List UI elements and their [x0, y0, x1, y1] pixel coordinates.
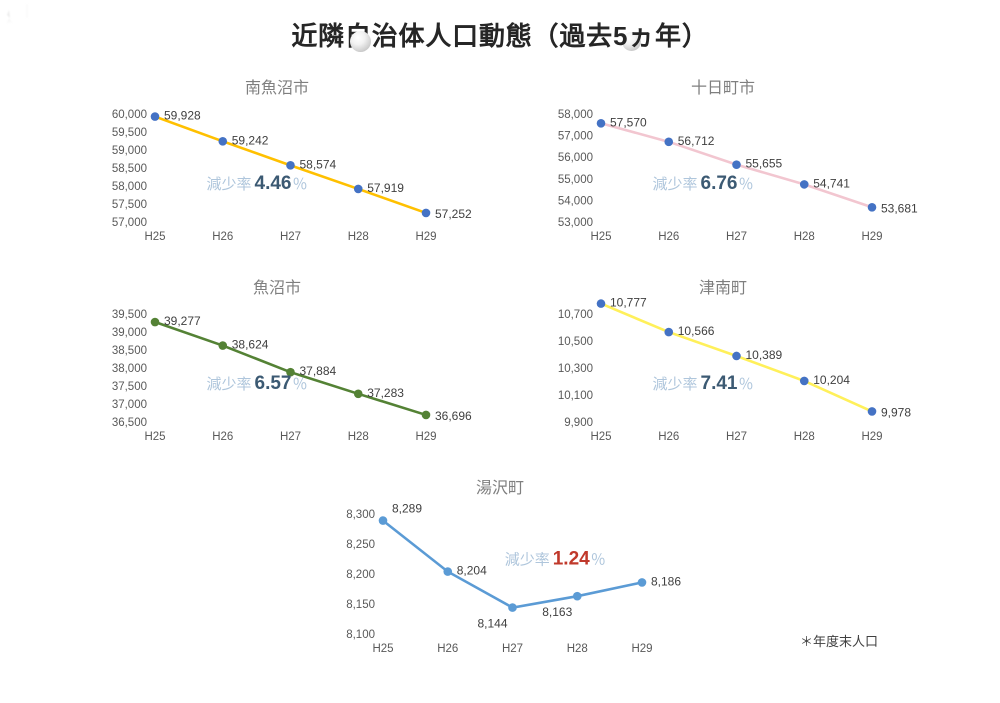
svg-text:59,000: 59,000 — [112, 145, 147, 157]
svg-text:10,389: 10,389 — [746, 348, 783, 362]
svg-text:54,741: 54,741 — [813, 176, 850, 190]
svg-text:39,500: 39,500 — [112, 309, 147, 321]
svg-text:38,500: 38,500 — [112, 345, 147, 357]
svg-text:56,000: 56,000 — [558, 152, 593, 164]
svg-text:37,000: 37,000 — [112, 399, 147, 411]
svg-text:57,252: 57,252 — [435, 207, 472, 221]
svg-text:59,928: 59,928 — [164, 109, 201, 123]
svg-text:8,186: 8,186 — [651, 574, 681, 588]
svg-text:H26: H26 — [658, 431, 679, 443]
svg-text:H25: H25 — [590, 231, 611, 243]
svg-text:H29: H29 — [631, 643, 652, 655]
svg-text:53,681: 53,681 — [881, 201, 918, 215]
svg-text:H29: H29 — [861, 431, 882, 443]
svg-text:8,200: 8,200 — [346, 569, 375, 581]
svg-text:8,204: 8,204 — [457, 564, 487, 578]
svg-text:57,000: 57,000 — [112, 217, 147, 229]
svg-text:10,204: 10,204 — [813, 373, 850, 387]
svg-text:58,574: 58,574 — [300, 157, 337, 171]
svg-text:10,700: 10,700 — [558, 309, 593, 321]
svg-text:37,283: 37,283 — [367, 386, 404, 400]
svg-text:36,696: 36,696 — [435, 409, 472, 423]
svg-text:10,300: 10,300 — [558, 363, 593, 375]
svg-text:H26: H26 — [658, 231, 679, 243]
svg-text:57,570: 57,570 — [610, 115, 647, 129]
svg-text:H26: H26 — [212, 431, 233, 443]
svg-text:9,900: 9,900 — [564, 417, 593, 429]
svg-text:H26: H26 — [437, 643, 458, 655]
svg-text:H29: H29 — [415, 431, 436, 443]
svg-text:H25: H25 — [144, 231, 165, 243]
svg-text:59,500: 59,500 — [112, 127, 147, 139]
svg-text:8,250: 8,250 — [346, 539, 375, 551]
svg-text:H27: H27 — [726, 231, 747, 243]
svg-text:H28: H28 — [348, 431, 369, 443]
svg-text:57,000: 57,000 — [558, 131, 593, 143]
svg-text:H28: H28 — [348, 231, 369, 243]
svg-text:59,242: 59,242 — [232, 133, 269, 147]
svg-text:H28: H28 — [567, 643, 588, 655]
svg-text:54,000: 54,000 — [558, 195, 593, 207]
svg-text:55,000: 55,000 — [558, 174, 593, 186]
svg-text:H25: H25 — [372, 643, 393, 655]
svg-text:10,100: 10,100 — [558, 390, 593, 402]
svg-text:53,000: 53,000 — [558, 217, 593, 229]
svg-text:55,655: 55,655 — [746, 157, 783, 171]
svg-text:8,144: 8,144 — [477, 617, 507, 631]
svg-text:8,300: 8,300 — [346, 509, 375, 521]
svg-text:10,777: 10,777 — [610, 296, 647, 310]
svg-text:39,000: 39,000 — [112, 327, 147, 339]
svg-text:38,624: 38,624 — [232, 338, 269, 352]
svg-text:9,978: 9,978 — [881, 405, 911, 419]
svg-text:58,000: 58,000 — [558, 109, 593, 121]
svg-text:57,500: 57,500 — [112, 199, 147, 211]
svg-text:H25: H25 — [590, 431, 611, 443]
svg-text:56,712: 56,712 — [678, 134, 715, 148]
svg-text:H27: H27 — [280, 231, 301, 243]
svg-text:38,000: 38,000 — [112, 363, 147, 375]
svg-text:H27: H27 — [280, 431, 301, 443]
svg-text:H29: H29 — [861, 231, 882, 243]
svg-text:H26: H26 — [212, 231, 233, 243]
svg-text:36,500: 36,500 — [112, 417, 147, 429]
svg-text:H29: H29 — [415, 231, 436, 243]
svg-text:8,150: 8,150 — [346, 599, 375, 611]
svg-text:10,500: 10,500 — [558, 336, 593, 348]
svg-text:39,277: 39,277 — [164, 314, 201, 328]
svg-text:58,500: 58,500 — [112, 163, 147, 175]
svg-text:8,100: 8,100 — [346, 629, 375, 641]
svg-text:37,500: 37,500 — [112, 381, 147, 393]
svg-text:57,919: 57,919 — [367, 181, 404, 195]
svg-text:8,289: 8,289 — [392, 502, 422, 516]
svg-text:H28: H28 — [794, 231, 815, 243]
svg-text:60,000: 60,000 — [112, 109, 147, 121]
svg-text:H27: H27 — [726, 431, 747, 443]
svg-text:58,000: 58,000 — [112, 181, 147, 193]
svg-text:H27: H27 — [502, 643, 523, 655]
svg-text:H28: H28 — [794, 431, 815, 443]
svg-text:H25: H25 — [144, 431, 165, 443]
svg-text:10,566: 10,566 — [678, 324, 715, 338]
svg-text:8,163: 8,163 — [542, 605, 572, 619]
